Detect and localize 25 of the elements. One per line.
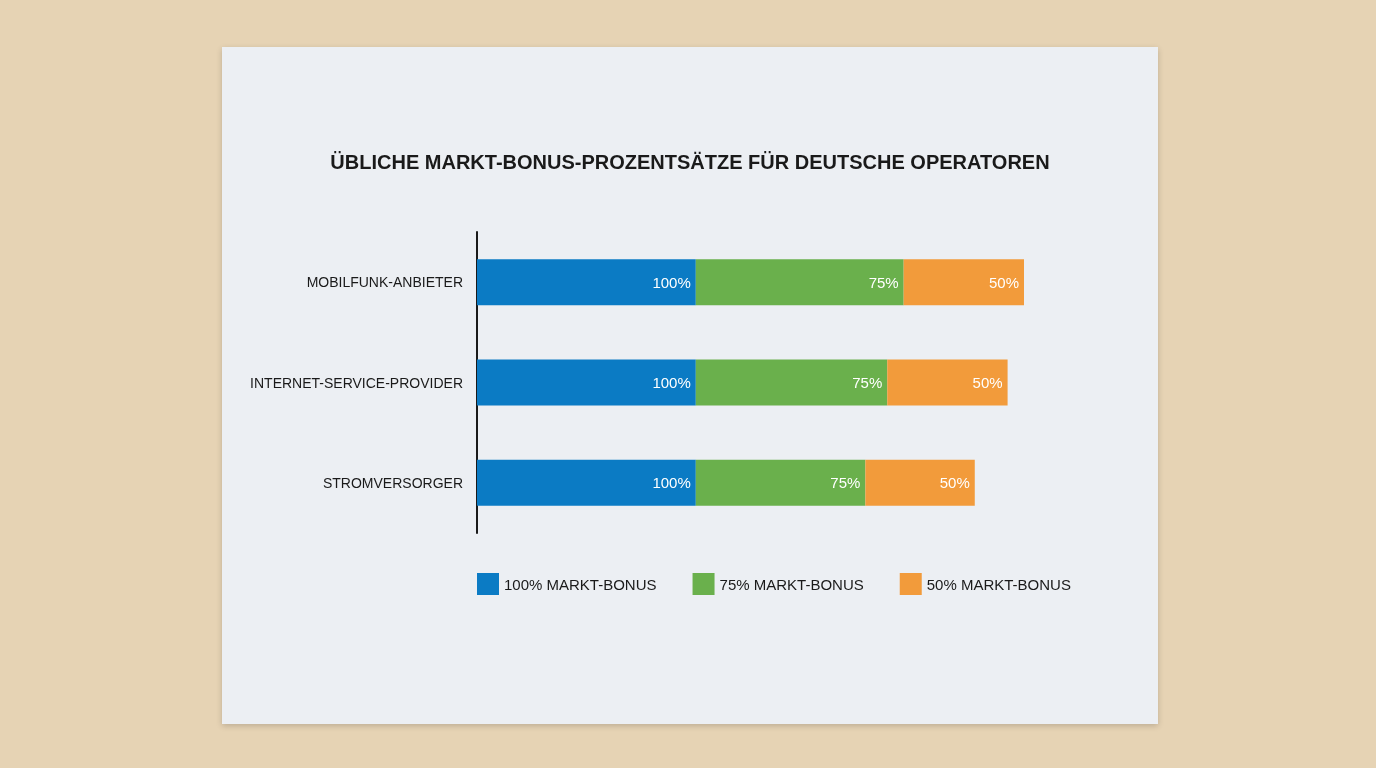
chart-title: ÜBLICHE MARKT-BONUS-PROZENTSÄTZE FÜR DEUTSCHE OPERATOREN bbox=[330, 151, 1050, 173]
annotation: 50% bbox=[988, 273, 1019, 291]
bar bbox=[903, 259, 1024, 306]
y-tick-label: INTERNET-SERVICE-PROVIDER bbox=[250, 374, 463, 391]
bar bbox=[865, 459, 975, 506]
annotation: 75% bbox=[852, 374, 883, 391]
bar bbox=[695, 259, 904, 306]
bar bbox=[477, 459, 696, 506]
bar bbox=[477, 259, 696, 306]
legend-label: 100% MARKT-BONUS bbox=[504, 575, 657, 593]
annotation: 50% bbox=[972, 374, 1003, 391]
bar bbox=[695, 359, 888, 406]
bar bbox=[695, 459, 866, 506]
annotation: 100% bbox=[652, 273, 691, 291]
annotation: 100% bbox=[652, 474, 691, 492]
annotation: 75% bbox=[868, 273, 899, 291]
bar bbox=[477, 359, 696, 406]
annotation: 75% bbox=[830, 474, 861, 492]
y-tick-label: MOBILFUNK-ANBIETER bbox=[306, 274, 463, 291]
legend-label: 75% MARKT-BONUS bbox=[719, 575, 864, 593]
annotation: 100% bbox=[652, 374, 691, 391]
bar bbox=[887, 359, 1008, 406]
y-tick-label: STROMVERSORGER bbox=[322, 474, 463, 491]
annotation: 50% bbox=[939, 474, 970, 492]
legend-label: 50% MARKT-BONUS bbox=[926, 575, 1071, 593]
